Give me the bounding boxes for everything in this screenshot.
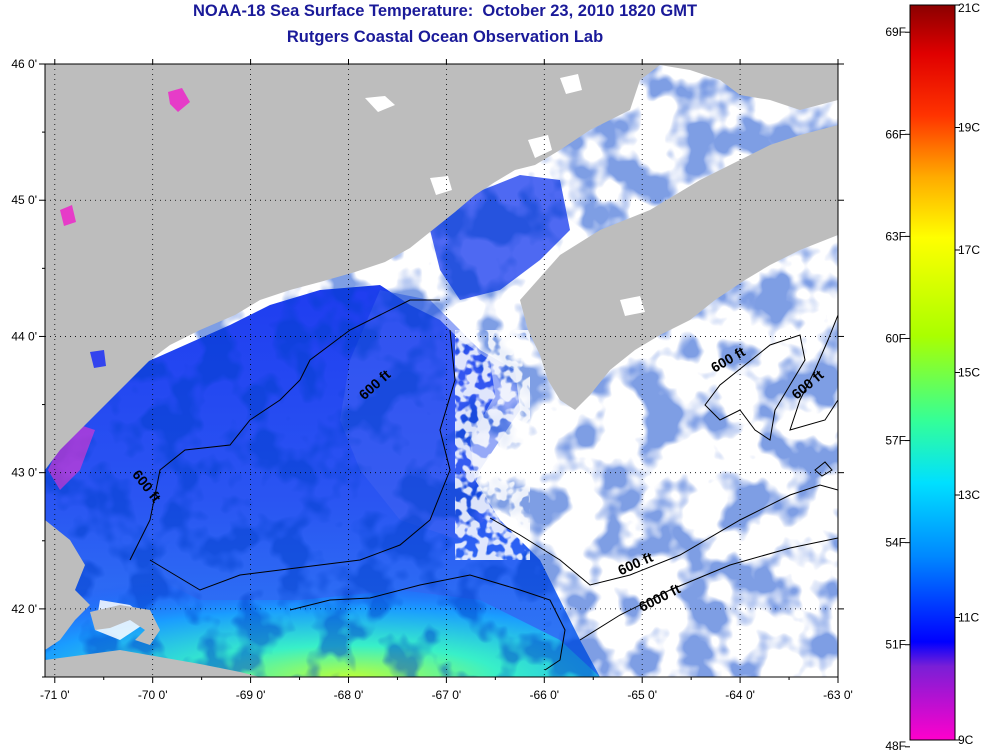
- contour-6000ft: [579, 537, 838, 641]
- cloud-patch-inland-1: [365, 96, 395, 112]
- sst-cold-coastal: [48, 425, 95, 490]
- colorbar-fahrenheit-label: 63F: [885, 229, 906, 243]
- lon-tick-label: -71 0': [40, 688, 70, 702]
- cold-sst-pixel-1: [168, 88, 190, 112]
- land-cape-cod: [90, 605, 160, 645]
- lon-tick-label: -63 0': [823, 688, 853, 702]
- contour-600ft-bank-2: [789, 314, 838, 431]
- land-nova-scotia: [520, 125, 838, 410]
- colorbar-labels: 21C 19C 17C 15C 13C 11C 9C 69F 66F 63F 60F 57F 54F 51…: [885, 1, 980, 753]
- colorbar-fahrenheit-label: 69F: [885, 25, 906, 39]
- bathymetry-contours: [129, 299, 838, 671]
- contour-600ft-scotian-shelf-edge: [489, 484, 838, 586]
- lon-tick-label: -68 0': [334, 688, 364, 702]
- colorbar-celsius-label: 17C: [958, 243, 980, 257]
- lon-tick-label: -67 0': [432, 688, 462, 702]
- temperature-colorbar: 21C 19C 17C 15C 13C 11C 9C 69F 66F 63F 60F 57F 54F 51…: [885, 1, 980, 753]
- colorbar-celsius-label: 15C: [958, 366, 980, 380]
- colorbar-fahrenheit-label: 57F: [885, 434, 906, 448]
- colorbar-celsius-label: 19C: [958, 121, 980, 135]
- map-title: NOAA-18 Sea Surface Temperature: October…: [192, 2, 698, 20]
- cold-sst-pixel-2: [60, 205, 76, 226]
- lon-tick-label: -69 0': [236, 688, 266, 702]
- lon-tick-label: -64 0': [725, 688, 755, 702]
- land-massachusetts: [45, 520, 90, 650]
- cloud-patch-nova-scotia: [620, 296, 645, 316]
- land-masses: [45, 64, 838, 677]
- contour-600ft-gulf-north: [129, 299, 440, 561]
- lat-tick-label: 45 0': [11, 193, 37, 207]
- colorbar-celsius-label: 21C: [958, 1, 980, 15]
- contour-600ft-gulf-south: [149, 329, 456, 591]
- colorbar-gradient: [910, 5, 955, 740]
- map-subtitle: Rutgers Coastal Ocean Observation Lab: [286, 28, 604, 46]
- colorbar-fahrenheit-label: 51F: [885, 638, 906, 652]
- land-islands-south: [45, 650, 260, 677]
- cold-sst-pixel-3: [90, 350, 106, 368]
- colorbar-fahrenheit-label: 54F: [885, 536, 906, 550]
- colorbar-fahrenheit-label: 60F: [885, 331, 906, 345]
- map-frame: [44, 63, 839, 678]
- colorbar-celsius-label: 13C: [958, 488, 980, 502]
- lat-tick-label: 43 0': [11, 466, 37, 480]
- lon-tick-label: -65 0': [627, 688, 657, 702]
- lat-tick-label: 44 0': [11, 329, 37, 343]
- contour-600ft-bank-3: [814, 461, 833, 477]
- colorbar-fahrenheit-label: 48F: [885, 739, 906, 753]
- cloud-patch-inland-2: [528, 135, 552, 158]
- lon-tick-label: -66 0': [529, 688, 559, 702]
- cloud-patch-inland-3: [430, 176, 452, 195]
- colorbar-celsius-label: 9C: [958, 733, 974, 747]
- map-axis-ticks: -71 0' -70 0' -69 0' -68 0' -67 0' -66 0' -65 …: [11, 57, 852, 702]
- cloud-edge-speckle: [455, 330, 530, 560]
- inland-cloud-patches: [365, 74, 645, 316]
- land-maine-new-brunswick: [45, 64, 838, 470]
- contour-georges-bank: [289, 574, 566, 671]
- cold-sst-pixels: [60, 88, 190, 368]
- colorbar-celsius-label: 11C: [958, 611, 979, 625]
- graticule: [45, 64, 838, 677]
- lon-tick-label: -70 0': [138, 688, 168, 702]
- cloud-patch-inland-4: [560, 74, 582, 94]
- colorbar-fahrenheit-label: 66F: [885, 127, 906, 141]
- lat-tick-label: 42 0': [11, 602, 37, 616]
- lat-tick-label: 46 0': [11, 57, 37, 71]
